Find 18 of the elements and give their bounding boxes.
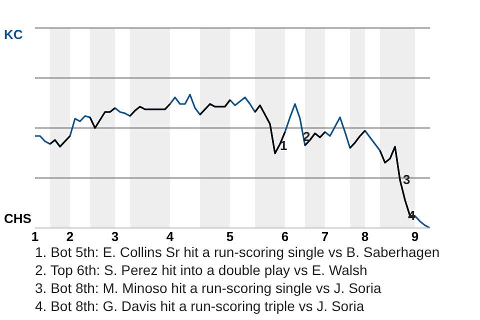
x-tick-label: 4 xyxy=(166,229,174,244)
x-tick-label: 1 xyxy=(31,229,39,244)
x-tick-label: 8 xyxy=(361,229,369,244)
x-tick-label: 5 xyxy=(226,229,234,244)
annotation: 2 xyxy=(303,129,310,144)
text: 2. Top 6th: S. Perez hit into a double play vs E. Walsh xyxy=(35,261,368,279)
x-tick-label: 9 xyxy=(411,229,419,244)
text: KC xyxy=(4,27,23,42)
text: 3. Bot 8th: M. Minoso hit a run-scoring single vs J. Soria xyxy=(35,279,382,297)
annotation: 1 xyxy=(280,138,288,153)
x-tick-label: 2 xyxy=(66,229,74,244)
x-tick-label: 6 xyxy=(281,229,289,244)
annotation: 3 xyxy=(403,172,410,187)
text: CHS xyxy=(4,211,32,226)
x-tick-label: 3 xyxy=(111,229,119,244)
text: 1. Bot 5th: E. Collins Sr hit a run-scoring single vs B. Saberhagen xyxy=(35,243,440,261)
x-tick-label: 7 xyxy=(321,229,329,244)
text: 4. Bot 8th: G. Davis hit a run-scoring triple vs J. Soria xyxy=(35,297,366,315)
